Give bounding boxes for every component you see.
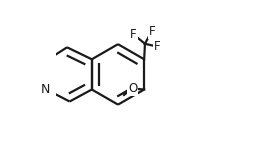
- Text: F: F: [154, 40, 161, 53]
- Text: N: N: [41, 83, 50, 96]
- Text: O: O: [128, 82, 137, 95]
- Text: F: F: [130, 28, 137, 41]
- Text: F: F: [149, 25, 155, 38]
